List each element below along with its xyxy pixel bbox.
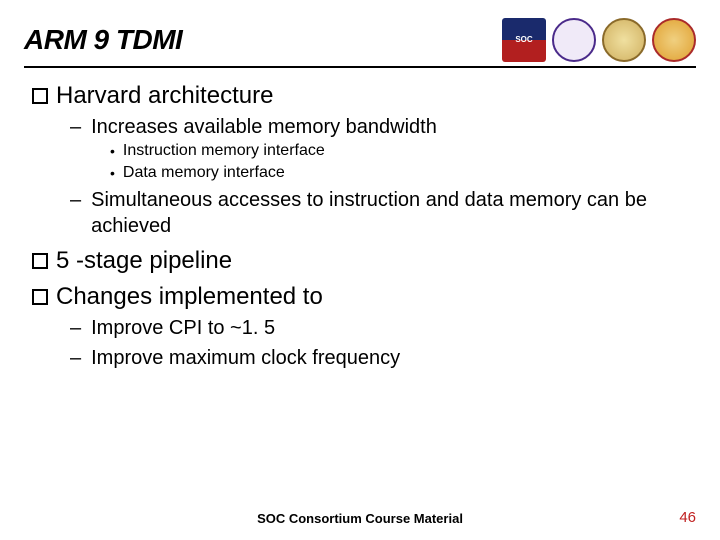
checkbox-icon [32,88,48,104]
bullet-level1: Harvard architecture [32,82,696,110]
bullet-icon: • [110,142,115,162]
cic-logo [552,18,596,62]
bullet-level3: • Instruction memory interface [110,142,696,162]
bullet-level2: – Simultaneous accesses to instruction a… [70,187,696,239]
bullet-level1: 5 -stage pipeline [32,247,696,275]
dash-icon: – [70,187,81,213]
slide-title: ARM 9 TDMI [24,24,182,56]
level3-text: Data memory interface [123,164,285,182]
level2-text: Simultaneous accesses to instruction and… [91,187,696,239]
ntu-logo [602,18,646,62]
dash-icon: – [70,345,81,371]
soc-logo: SOC [502,18,546,62]
level2-text: Improve CPI to ~1. 5 [91,315,275,341]
bullet-level1: Changes implemented to [32,283,696,311]
dash-icon: – [70,315,81,341]
level1-text: Changes implemented to [56,283,323,311]
bullet-level2: – Increases available memory bandwidth [70,114,696,140]
footer-text: SOC Consortium Course Material [0,511,720,526]
ntu2-logo [652,18,696,62]
bullet-level3: • Data memory interface [110,164,696,184]
content: Harvard architecture – Increases availab… [24,82,696,371]
level2-text: Increases available memory bandwidth [91,114,437,140]
bullet-level2: – Improve CPI to ~1. 5 [70,315,696,341]
level1-text: 5 -stage pipeline [56,247,232,275]
level2-text: Improve maximum clock frequency [91,345,400,371]
page-number: 46 [679,509,696,526]
level1-text: Harvard architecture [56,82,273,110]
dash-icon: – [70,114,81,140]
checkbox-icon [32,253,48,269]
level3-text: Instruction memory interface [123,142,325,160]
checkbox-icon [32,289,48,305]
header: ARM 9 TDMI SOC [24,18,696,68]
bullet-level2: – Improve maximum clock frequency [70,345,696,371]
logo-group: SOC [502,18,696,62]
bullet-icon: • [110,164,115,184]
slide: ARM 9 TDMI SOC Harvard architecture – In… [0,0,720,540]
